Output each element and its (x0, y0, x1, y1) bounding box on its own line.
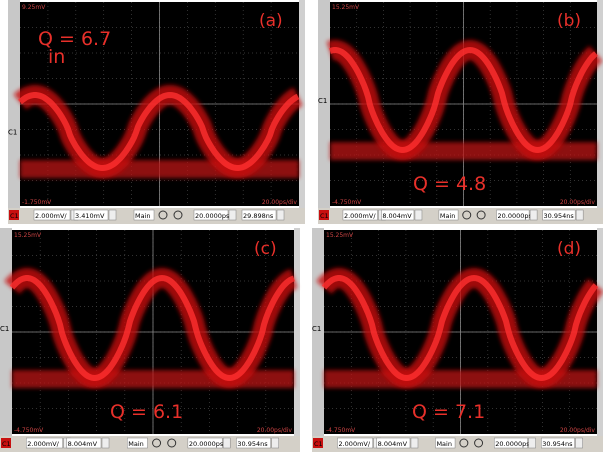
bottom-ref: -4.750mV (14, 427, 44, 434)
scope-panel: 15.25mV -4.750mV 20.00ps/div (d) Q = 7.1 C1 C1… (312, 228, 603, 452)
left-strip (312, 228, 324, 452)
right-ref: 20.00ps/div (560, 427, 596, 434)
bottom-ref: -4.750mV (326, 427, 356, 434)
tb-channel: C1 (10, 212, 19, 220)
left-strip (318, 0, 330, 224)
tb-spin (223, 438, 230, 448)
right-strip (597, 0, 603, 224)
tb-spin (102, 438, 109, 448)
tb-timebase: Main (436, 440, 452, 448)
tb-spin (411, 438, 418, 448)
tb-channel: C1 (314, 440, 323, 448)
q-value: Q = 7.1 (412, 401, 485, 423)
top-ref: 15.25mV (332, 4, 360, 11)
top-ref: 15.25mV (326, 232, 354, 239)
q-subscript: in (48, 46, 65, 68)
tb-position: 30.954ns (544, 212, 575, 220)
tb-scale: 2.000mV/ (35, 212, 67, 220)
tb-offset: 8.004mV (378, 440, 408, 448)
bottom-ref: -4.750mV (332, 199, 362, 206)
left-strip (0, 228, 12, 452)
tb-offset: 8.004mV (382, 212, 412, 220)
tb-spin (529, 438, 536, 448)
right-strip (299, 0, 305, 224)
right-strip (597, 228, 603, 452)
tb-scale: 2.000mV/ (27, 440, 59, 448)
channel-marker: C1 (8, 129, 17, 137)
left-strip (8, 0, 20, 224)
top-ref: 9.25mV (22, 4, 46, 11)
tb-timescale: 20.0000ps (189, 440, 224, 448)
top-ref: 15.25mV (14, 232, 42, 239)
tb-spin (277, 210, 284, 220)
figure: 9.25mV-1.750mV20.00ps/div(a)Q = 6.7inC1C… (0, 0, 603, 453)
right-ref: 20.00ps/div (262, 199, 298, 206)
tb-position: 29.898ns (243, 212, 274, 220)
tb-spin (229, 210, 236, 220)
tb-spin (415, 210, 422, 220)
panel-label: (a) (259, 11, 283, 31)
tb-timebase: Main (440, 212, 456, 220)
tb-spin (576, 438, 583, 448)
tb-offset: 3.410mV (75, 212, 105, 220)
channel-marker: C1 (318, 97, 327, 105)
right-ref: 20.00ps/div (560, 199, 596, 206)
right-ref: 20.00ps/div (257, 427, 293, 434)
tb-spin (272, 438, 279, 448)
scope-panel: 15.25mV -4.750mV 20.00ps/div (c) Q = 6.1 C1 C1… (0, 228, 300, 452)
q-value: Q = 6.1 (110, 401, 183, 423)
tb-position: 30.954ns (542, 440, 573, 448)
q-value: Q = 4.8 (413, 173, 486, 195)
channel-marker: C1 (312, 325, 321, 333)
tb-spin (576, 210, 583, 220)
scope-panel: 15.25mV -4.750mV 20.00ps/div (b) Q = 4.8 C1 C1… (318, 0, 603, 224)
tb-timebase: Main (135, 212, 151, 220)
tb-timebase: Main (128, 440, 144, 448)
panel-label: (d) (557, 239, 581, 259)
tb-scale: 2.000mV/ (338, 440, 370, 448)
tb-scale: 2.000mV/ (344, 212, 376, 220)
right-strip (294, 228, 300, 452)
channel-marker: C1 (0, 325, 9, 333)
tb-spin (109, 210, 116, 220)
tb-channel: C1 (320, 212, 329, 220)
tb-spin (530, 210, 537, 220)
tb-channel: C1 (2, 440, 11, 448)
bottom-ref: -1.750mV (22, 199, 52, 206)
tb-timescale: 20.0000ps (495, 440, 530, 448)
tb-position: 30.954ns (237, 440, 268, 448)
tb-offset: 8.004mV (68, 440, 98, 448)
panel-label: (c) (254, 239, 277, 259)
panel-label: (b) (557, 11, 581, 31)
tb-timescale: 20.0000ps (195, 212, 230, 220)
tb-timescale: 20.0000ps (497, 212, 532, 220)
